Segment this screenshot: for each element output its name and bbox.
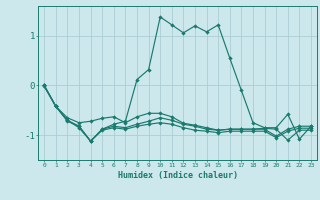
X-axis label: Humidex (Indice chaleur): Humidex (Indice chaleur) [118,171,238,180]
